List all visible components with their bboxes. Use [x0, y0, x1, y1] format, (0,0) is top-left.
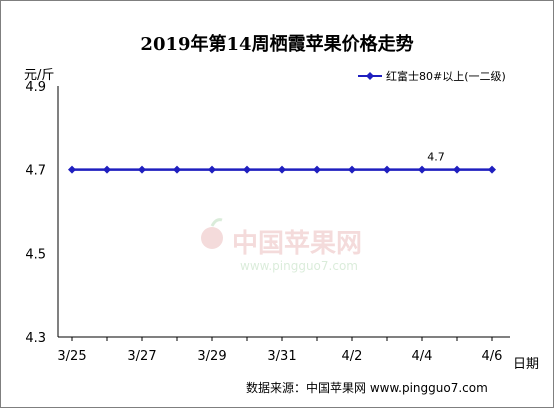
x-tick-label: 3/27: [127, 349, 156, 364]
data-point-4-5: [453, 165, 461, 174]
y-tick-label: 4.3: [25, 331, 46, 346]
y-tick-label: 4.5: [25, 247, 46, 262]
watermark-apple-icon: [201, 227, 223, 249]
watermark-text: 中国苹果网: [232, 229, 362, 259]
data-point-3-28: [173, 165, 181, 174]
legend-marker: [366, 72, 374, 80]
data-point-3-30: [243, 165, 251, 174]
x-tick-marks: [71, 337, 493, 341]
data-point-3-26: [103, 165, 111, 174]
x-tick-label: 3/29: [197, 349, 226, 364]
data-point-4-3: [383, 165, 391, 174]
data-label-4-4: 4.7: [427, 151, 445, 164]
series-group: [68, 165, 496, 174]
y-tick-label: 4.7: [25, 164, 46, 179]
source-note: 数据来源：中国苹果网 www.pingguo7.com: [246, 380, 488, 395]
y-tick-labels: 4.9 4.7 4.5 4.3: [25, 80, 46, 346]
data-point-3-25: [68, 165, 76, 174]
data-point-4-2: [348, 165, 356, 174]
y-axis-unit-label: 元/斤: [24, 68, 54, 83]
x-tick-label: 3/25: [57, 349, 86, 364]
data-point-3-29: [208, 165, 216, 174]
legend: 红富士80#以上(一二级): [358, 69, 506, 83]
watermark-url: www.pingguo7.com: [240, 259, 358, 273]
x-tick-label: 4/2: [342, 349, 363, 364]
x-tick-label: 4/6: [482, 349, 503, 364]
data-point-4-1: [313, 165, 321, 174]
data-point-4-6: [488, 165, 496, 174]
data-point-3-27: [138, 165, 146, 174]
x-axis-title: 日期: [513, 357, 539, 372]
x-tick-label: 4/4: [412, 349, 433, 364]
data-point-3-31: [278, 165, 286, 174]
watermark: 中国苹果网 www.pingguo7.com: [201, 218, 362, 273]
chart-title: 2019年第14周栖霞苹果价格走势: [140, 33, 413, 55]
y-tick-label: 4.9: [25, 80, 46, 95]
legend-label: 红富士80#以上(一二级): [386, 69, 506, 83]
x-tick-label: 3/31: [267, 349, 296, 364]
x-tick-labels: 3/25 3/27 3/29 3/31 4/2 4/4 4/6: [57, 349, 502, 364]
data-point-4-4: [418, 165, 426, 174]
